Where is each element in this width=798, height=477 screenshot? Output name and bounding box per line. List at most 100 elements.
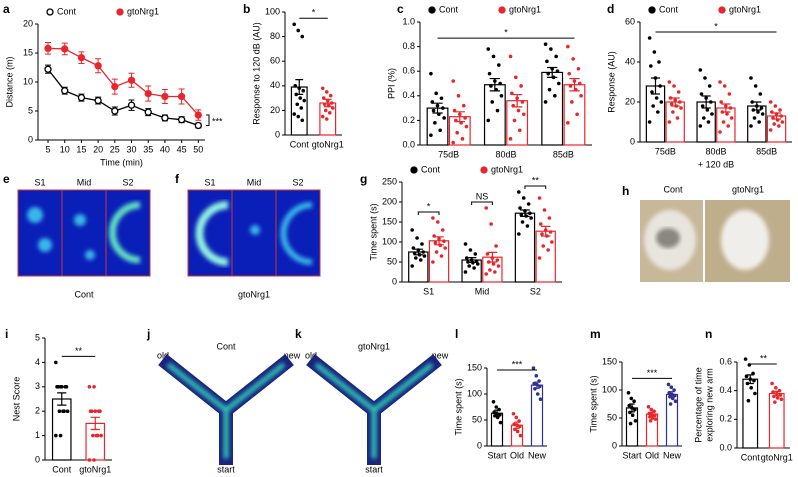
dot bbox=[629, 396, 634, 401]
dot bbox=[727, 92, 732, 96]
error-bar bbox=[57, 392, 67, 406]
panel-letter: h bbox=[622, 184, 629, 198]
dot bbox=[718, 130, 722, 134]
sig-label: ** bbox=[760, 353, 768, 363]
dot bbox=[433, 241, 438, 245]
y-tick-label: 0 bbox=[612, 440, 617, 450]
dot bbox=[324, 90, 329, 94]
dot bbox=[548, 230, 553, 234]
dot bbox=[58, 433, 63, 438]
dot bbox=[412, 251, 417, 255]
dot bbox=[433, 121, 437, 125]
x-tick-label: 80dB bbox=[495, 149, 516, 159]
dot bbox=[59, 385, 64, 389]
dot bbox=[675, 116, 680, 120]
dot bbox=[484, 272, 489, 276]
dot bbox=[418, 258, 423, 262]
y-tick-label: 150 bbox=[602, 356, 617, 366]
dot bbox=[778, 108, 782, 112]
sig-label: * bbox=[504, 28, 508, 38]
dot bbox=[729, 116, 734, 120]
dot bbox=[633, 407, 637, 412]
maze-title: gtoNrg1 bbox=[358, 341, 390, 351]
dot bbox=[703, 76, 707, 80]
arm-label: old bbox=[305, 350, 317, 360]
dot bbox=[323, 108, 328, 113]
dot bbox=[489, 222, 493, 226]
heatmap-bg bbox=[17, 189, 151, 277]
spot bbox=[109, 201, 141, 264]
dot bbox=[520, 100, 525, 104]
dot bbox=[463, 242, 468, 246]
dot bbox=[91, 433, 95, 438]
dot bbox=[436, 220, 440, 224]
y-tick-label: 0 bbox=[630, 136, 635, 146]
dot bbox=[566, 44, 570, 49]
dot bbox=[455, 130, 459, 135]
error-bar bbox=[432, 102, 443, 114]
dot bbox=[678, 100, 682, 104]
legend-label: gtoNrg1 bbox=[509, 4, 541, 14]
dot bbox=[442, 239, 446, 243]
dot bbox=[555, 69, 560, 73]
dot bbox=[542, 208, 547, 212]
error-bar bbox=[466, 257, 477, 263]
legend-marker bbox=[116, 8, 124, 16]
y-tick-label: 0 bbox=[35, 454, 40, 464]
x-tick-label: Cont bbox=[741, 452, 761, 462]
dot bbox=[710, 112, 714, 116]
dot bbox=[779, 114, 783, 118]
dot bbox=[440, 228, 445, 232]
dot bbox=[726, 124, 730, 128]
dot bbox=[461, 103, 466, 108]
dot bbox=[439, 254, 444, 258]
dot bbox=[410, 264, 414, 268]
point bbox=[111, 107, 119, 115]
dot bbox=[87, 385, 92, 389]
sig-bracket bbox=[524, 185, 547, 189]
dot bbox=[92, 458, 96, 462]
dot bbox=[489, 84, 493, 88]
dot bbox=[495, 108, 500, 113]
x-tick-label: gtoNrg1 bbox=[761, 452, 793, 462]
dot bbox=[517, 128, 522, 133]
x-tick-label: Old bbox=[510, 450, 524, 460]
y-tick-label: 3 bbox=[35, 381, 40, 391]
dot bbox=[743, 357, 748, 361]
dot bbox=[750, 100, 754, 104]
y-axis-label: Time spent (s) bbox=[368, 203, 378, 260]
dot bbox=[293, 84, 298, 88]
heat-spots bbox=[195, 201, 313, 266]
dot bbox=[498, 420, 503, 425]
dot bbox=[434, 91, 439, 96]
dot bbox=[451, 140, 456, 145]
point bbox=[127, 101, 136, 109]
dot bbox=[429, 133, 433, 137]
y-tick-label: 0.6 bbox=[719, 356, 732, 366]
y-tick-label: 0 bbox=[275, 129, 280, 139]
dot bbox=[752, 116, 757, 120]
dot bbox=[722, 84, 727, 88]
dot bbox=[525, 224, 530, 228]
x-tick-label: New bbox=[663, 450, 682, 460]
legend-marker bbox=[648, 6, 656, 14]
y-tick-label: 60 bbox=[270, 56, 280, 66]
dot bbox=[550, 240, 554, 244]
dot bbox=[300, 34, 305, 39]
dot bbox=[512, 118, 517, 123]
sig-bracket bbox=[417, 211, 440, 215]
dot bbox=[493, 270, 497, 274]
dot bbox=[652, 50, 657, 54]
dot bbox=[300, 118, 305, 123]
point bbox=[44, 44, 52, 53]
dot bbox=[320, 86, 325, 91]
dot bbox=[753, 84, 758, 88]
dot bbox=[486, 118, 491, 123]
dot bbox=[89, 409, 94, 414]
dot bbox=[472, 266, 476, 270]
dot bbox=[543, 100, 548, 104]
dot bbox=[725, 112, 729, 116]
error-bar bbox=[721, 103, 731, 113]
dot bbox=[757, 120, 761, 124]
dot bbox=[760, 112, 765, 116]
